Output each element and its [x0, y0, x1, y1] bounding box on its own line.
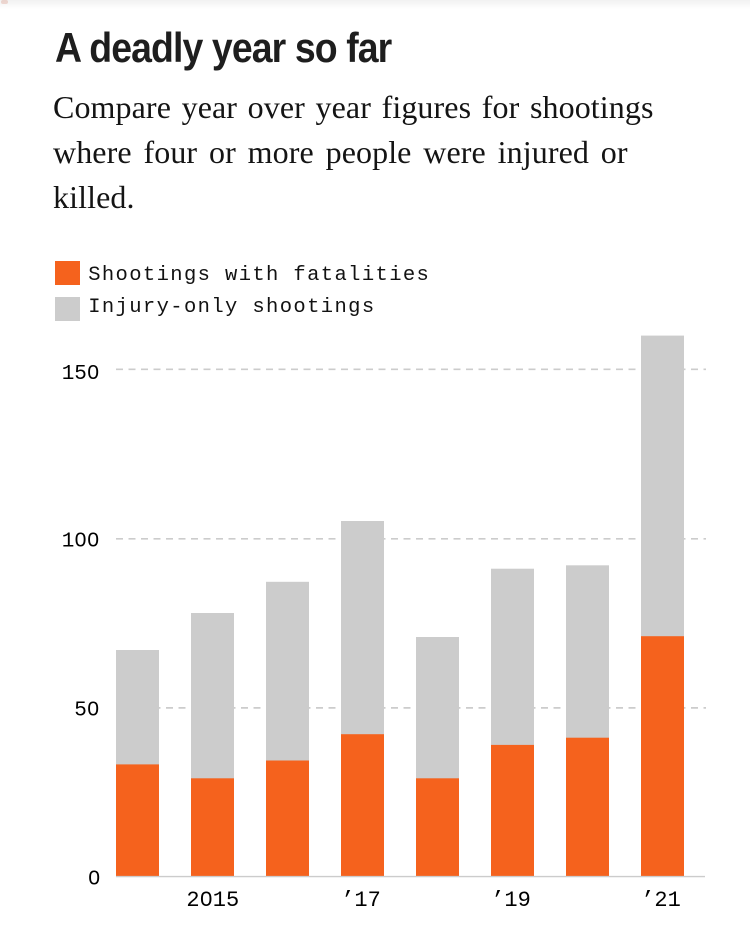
svg-text:’21: ’21 [641, 888, 681, 913]
svg-text:2015: 2015 [186, 888, 239, 913]
svg-text:’17: ’17 [341, 888, 381, 913]
svg-text:150: 150 [62, 363, 100, 386]
svg-text:’19: ’19 [491, 888, 531, 913]
svg-text:50: 50 [74, 699, 99, 722]
